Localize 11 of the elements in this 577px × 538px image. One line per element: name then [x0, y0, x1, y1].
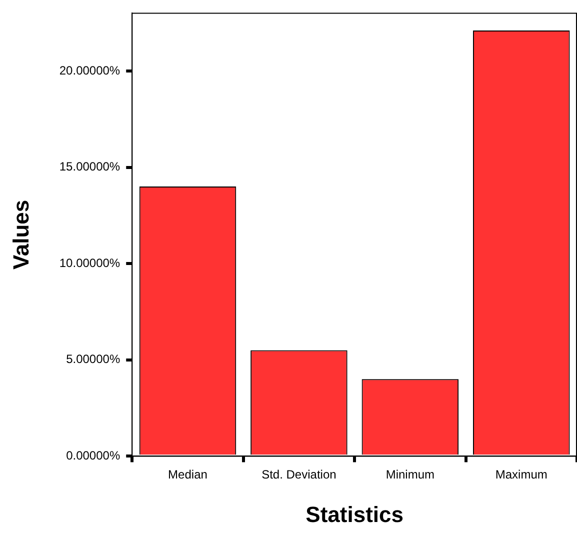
x-tick-label: Maximum — [495, 468, 548, 482]
y-tick-label: 15.00000% — [59, 160, 120, 174]
y-tick-label: 0.00000% — [66, 448, 120, 463]
x-tick-label: Minimum — [386, 468, 435, 482]
y-tick-label: 20.00000% — [59, 63, 120, 78]
y-tick-label: 10.00000% — [59, 256, 120, 270]
x-tick-label: Std. Deviation — [262, 468, 336, 482]
y-tick-label: 5.00000% — [66, 352, 120, 366]
y-axis-title: Values — [8, 200, 34, 270]
x-axis-title: Statistics — [306, 502, 404, 527]
x-tick-label: Median — [168, 468, 208, 482]
